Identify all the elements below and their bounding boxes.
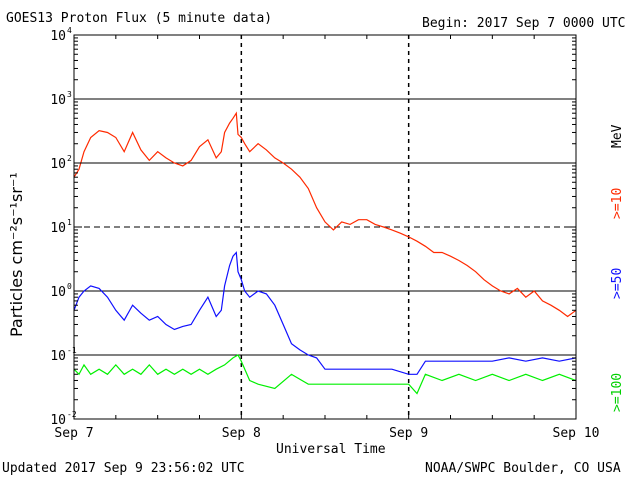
y-tick-label-5: 10	[50, 93, 66, 108]
x-tick-label-1: Sep 8	[222, 426, 261, 441]
y-tick-exponent-1: -1	[67, 346, 77, 355]
chart-title: GOES13 Proton Flux (5 minute data)	[6, 11, 273, 26]
source-credit: NOAA/SWPC Boulder, CO USA	[425, 461, 621, 476]
y-axis-label: Particles cm⁻²s⁻¹sr⁻¹	[7, 172, 26, 337]
series-line-0	[73, 111, 577, 318]
y-tick-label-1: 10	[50, 349, 66, 364]
y-tick-label-3: 10	[50, 221, 66, 236]
x-axis-label: Universal Time	[276, 442, 386, 457]
series-line-1	[73, 251, 577, 375]
series-line-2	[73, 354, 577, 395]
y-tick-exponent-0: -2	[67, 410, 77, 419]
y-tick-label-2: 10	[50, 285, 66, 300]
y-tick-label-6: 10	[50, 29, 66, 44]
x-tick-label-2: Sep 9	[389, 426, 428, 441]
y-tick-exponent-4: 2	[67, 154, 72, 163]
legend-unit: MeV	[610, 124, 625, 148]
x-tick-label-0: Sep 7	[54, 426, 93, 441]
y-tick-label-4: 10	[50, 157, 66, 172]
y-tick-exponent-2: 0	[67, 282, 72, 291]
legend-series-10: >=10	[610, 187, 625, 219]
x-tick-label-3: Sep 10	[553, 426, 600, 441]
legend-series-100: >=100	[610, 372, 625, 412]
legend-series-50: >=50	[610, 267, 625, 299]
y-tick-exponent-3: 1	[67, 218, 72, 227]
y-tick-label-0: 10	[50, 413, 66, 428]
begin-time: Begin: 2017 Sep 7 0000 UTC	[422, 16, 626, 31]
y-tick-exponent-6: 4	[67, 26, 72, 35]
updated-timestamp: Updated 2017 Sep 9 23:56:02 UTC	[2, 461, 245, 476]
y-tick-exponent-5: 3	[67, 90, 72, 99]
